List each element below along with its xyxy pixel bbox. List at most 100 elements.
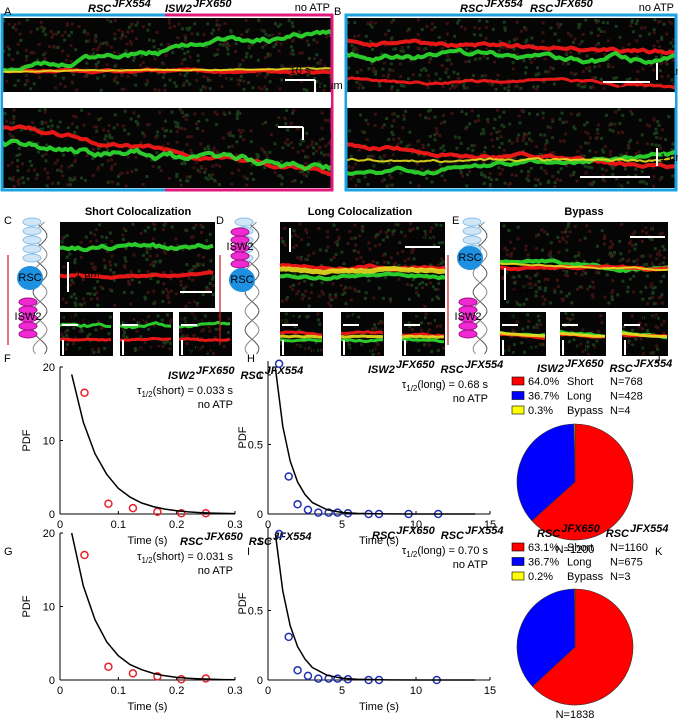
noise — [284, 297, 288, 301]
noise — [427, 74, 431, 78]
noise — [53, 161, 57, 165]
noise — [502, 125, 506, 129]
noise — [152, 289, 156, 293]
noise — [498, 40, 502, 44]
noise — [196, 168, 200, 172]
noise — [139, 141, 143, 145]
noise — [659, 62, 663, 66]
y-axis-label: PDF — [21, 429, 33, 451]
legend-value: 0.3% — [528, 405, 553, 417]
noise — [137, 280, 141, 284]
noise — [355, 80, 359, 84]
noise — [407, 321, 411, 325]
noise — [65, 23, 69, 27]
noise — [485, 20, 489, 24]
noise — [606, 21, 610, 25]
noise — [152, 45, 156, 49]
noise — [328, 295, 332, 299]
noise — [44, 121, 48, 125]
noise — [392, 18, 396, 22]
noise — [396, 114, 400, 118]
trace — [119, 321, 172, 330]
noise — [195, 78, 199, 82]
x-tick-label: 0 — [57, 519, 63, 531]
noise — [328, 74, 332, 78]
noise — [173, 81, 177, 85]
noise — [415, 291, 419, 295]
noise — [389, 297, 393, 301]
noise — [547, 70, 551, 74]
noise — [264, 55, 268, 59]
noise — [295, 343, 299, 347]
noise — [372, 164, 376, 168]
noise — [200, 231, 204, 235]
noise — [100, 163, 104, 167]
note: no ATP — [295, 2, 330, 14]
noise — [552, 82, 556, 86]
noise — [477, 19, 481, 23]
noise — [410, 283, 414, 287]
noise — [439, 121, 443, 125]
noise — [43, 110, 47, 114]
noise — [29, 30, 33, 34]
scale-label: 1 µm — [75, 268, 100, 280]
noise — [123, 265, 127, 269]
legend-label: ISW2 — [168, 370, 195, 382]
noise — [369, 154, 373, 158]
noise — [661, 261, 665, 265]
noise — [486, 117, 490, 121]
noise — [388, 68, 392, 72]
noise — [133, 347, 137, 351]
noise — [438, 163, 442, 167]
noise — [662, 22, 666, 26]
noise — [658, 146, 662, 150]
noise — [18, 153, 22, 157]
noise — [411, 73, 415, 77]
noise — [291, 314, 295, 318]
noise — [614, 110, 618, 114]
noise — [424, 47, 428, 51]
noise — [482, 173, 486, 177]
noise — [152, 324, 156, 328]
noise — [437, 35, 441, 39]
noise — [346, 314, 350, 318]
noise — [435, 127, 439, 131]
noise — [450, 111, 454, 115]
noise — [426, 85, 430, 89]
legend-label: RSC — [249, 536, 273, 548]
noise — [672, 59, 676, 63]
noise — [109, 20, 113, 24]
noise — [614, 24, 618, 28]
noise — [602, 86, 606, 90]
noise — [136, 123, 140, 127]
noise — [542, 302, 546, 306]
noise — [65, 333, 69, 337]
noise — [161, 290, 165, 294]
noise — [539, 166, 543, 170]
noise — [599, 314, 603, 318]
noise — [192, 313, 196, 317]
noise — [92, 350, 96, 354]
noise — [228, 133, 232, 137]
data-point — [153, 507, 162, 517]
noise — [301, 149, 305, 153]
annotation-text: (short) = 0.031 s — [153, 551, 234, 563]
noise — [571, 313, 575, 317]
noise — [161, 228, 165, 232]
noise — [112, 271, 116, 275]
noise — [134, 37, 138, 41]
noise — [410, 151, 414, 155]
noise — [147, 327, 151, 331]
noise — [116, 175, 120, 179]
noise — [503, 28, 507, 32]
noise — [545, 171, 549, 175]
noise — [109, 158, 113, 162]
noise — [32, 82, 36, 86]
noise — [596, 41, 600, 45]
noise — [227, 44, 231, 48]
noise — [245, 183, 249, 187]
noise — [600, 321, 604, 325]
noise — [640, 180, 644, 184]
noise — [179, 329, 183, 333]
noise — [63, 30, 67, 34]
